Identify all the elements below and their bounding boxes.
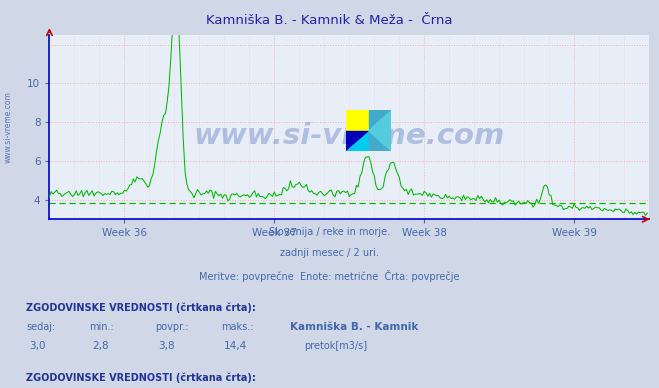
Text: 3,0: 3,0 xyxy=(30,341,46,352)
Text: zadnji mesec / 2 uri.: zadnji mesec / 2 uri. xyxy=(280,248,379,258)
Text: Kamniška B. - Kamnik: Kamniška B. - Kamnik xyxy=(290,322,418,332)
Text: 14,4: 14,4 xyxy=(224,341,247,352)
Text: ZGODOVINSKE VREDNOSTI (črtkana črta):: ZGODOVINSKE VREDNOSTI (črtkana črta): xyxy=(26,303,256,313)
Polygon shape xyxy=(346,131,369,151)
Text: www.si-vreme.com: www.si-vreme.com xyxy=(3,91,13,163)
Text: povpr.:: povpr.: xyxy=(155,322,188,332)
Text: Slovenija / reke in morje.: Slovenija / reke in morje. xyxy=(269,227,390,237)
Text: min.:: min.: xyxy=(89,322,114,332)
Text: sedaj:: sedaj: xyxy=(26,322,55,332)
Polygon shape xyxy=(369,111,391,151)
Text: www.si-vreme.com: www.si-vreme.com xyxy=(194,122,505,150)
Text: maks.:: maks.: xyxy=(221,322,253,332)
Text: 2,8: 2,8 xyxy=(92,341,109,352)
Text: ZGODOVINSKE VREDNOSTI (črtkana črta):: ZGODOVINSKE VREDNOSTI (črtkana črta): xyxy=(26,372,256,383)
Polygon shape xyxy=(369,111,391,151)
Text: pretok[m3/s]: pretok[m3/s] xyxy=(304,341,367,352)
Polygon shape xyxy=(346,131,369,151)
Bar xyxy=(346,111,369,131)
Text: 3,8: 3,8 xyxy=(158,341,175,352)
Text: Meritve: povprečne  Enote: metrične  Črta: povprečje: Meritve: povprečne Enote: metrične Črta:… xyxy=(199,270,460,282)
Text: Kamniška B. - Kamnik & Meža -  Črna: Kamniška B. - Kamnik & Meža - Črna xyxy=(206,14,453,27)
